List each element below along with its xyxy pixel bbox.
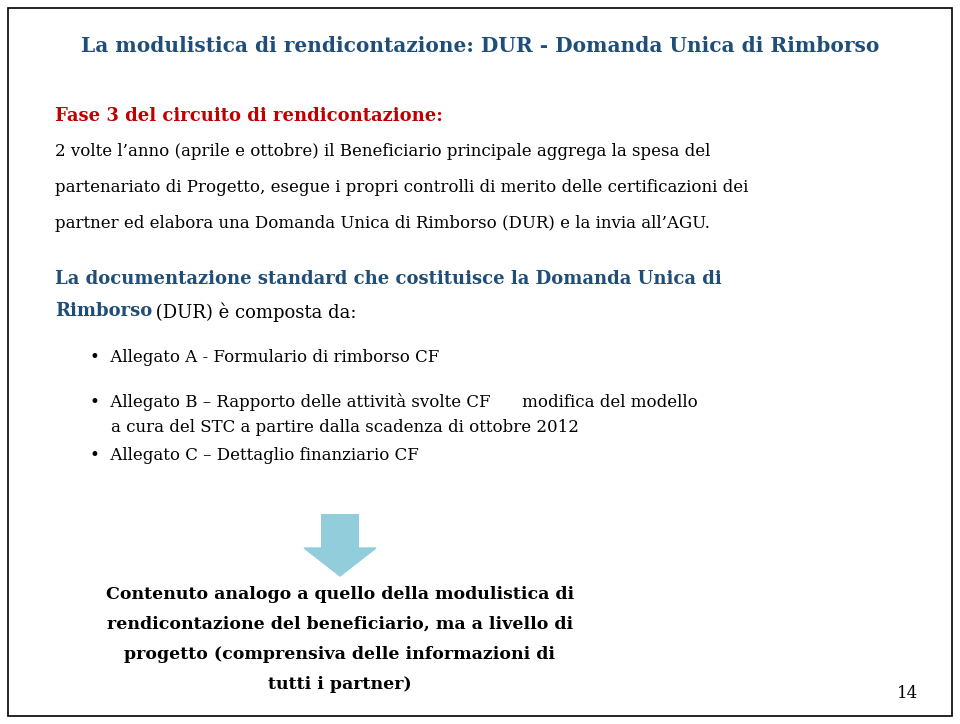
Text: La documentazione standard che costituisce la Domanda Unica di: La documentazione standard che costituis…: [55, 270, 722, 288]
Text: 2 volte l’anno (aprile e ottobre) il Beneficiario principale aggrega la spesa de: 2 volte l’anno (aprile e ottobre) il Ben…: [55, 143, 710, 160]
Text: Fase 3 del circuito di rendicontazione:: Fase 3 del circuito di rendicontazione:: [55, 107, 443, 125]
Text: La modulistica di rendicontazione: DUR - Domanda Unica di Rimborso: La modulistica di rendicontazione: DUR -…: [81, 36, 879, 56]
Text: partenariato di Progetto, esegue i propri controlli di merito delle certificazio: partenariato di Progetto, esegue i propr…: [55, 179, 749, 196]
Text: rendicontazione del beneficiario, ma a livello di: rendicontazione del beneficiario, ma a l…: [107, 616, 573, 633]
Bar: [321, 514, 359, 548]
Text: •  Allegato C – Dettaglio finanziario CF: • Allegato C – Dettaglio finanziario CF: [90, 447, 419, 464]
Text: 14: 14: [897, 685, 918, 702]
Text: •  Allegato A - Formulario di rimborso CF: • Allegato A - Formulario di rimborso CF: [90, 349, 440, 366]
Text: Contenuto analogo a quello della modulistica di: Contenuto analogo a quello della modulis…: [106, 586, 574, 603]
Text: a cura del STC a partire dalla scadenza di ottobre 2012: a cura del STC a partire dalla scadenza …: [90, 419, 579, 436]
Text: •  Allegato B – Rapporto delle attività svolte CF      modifica del modello: • Allegato B – Rapporto delle attività s…: [90, 393, 698, 411]
Polygon shape: [304, 548, 376, 576]
Text: Rimborso: Rimborso: [55, 302, 153, 320]
Text: progetto (comprensiva delle informazioni di: progetto (comprensiva delle informazioni…: [125, 646, 556, 663]
Text: (DUR) è composta da:: (DUR) è composta da:: [150, 302, 356, 321]
Text: partner ed elabora una Domanda Unica di Rimborso (DUR) e la invia all’AGU.: partner ed elabora una Domanda Unica di …: [55, 215, 709, 232]
Text: tutti i partner): tutti i partner): [268, 676, 412, 693]
